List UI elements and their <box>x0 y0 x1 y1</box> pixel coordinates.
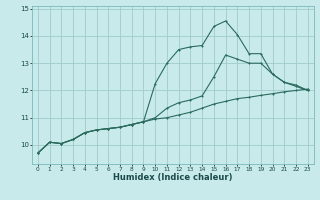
X-axis label: Humidex (Indice chaleur): Humidex (Indice chaleur) <box>113 173 233 182</box>
